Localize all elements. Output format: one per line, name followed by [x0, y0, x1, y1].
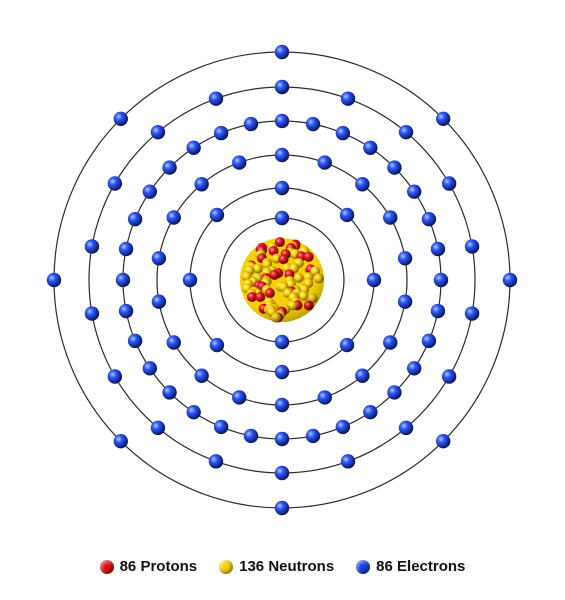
electron: [336, 420, 350, 434]
electron: [422, 334, 436, 348]
legend-label-electrons: 86 Electrons: [376, 558, 465, 575]
electron: [355, 177, 369, 191]
electron: [275, 80, 289, 94]
legend-label-neutrons: 136 Neutrons: [239, 558, 334, 575]
legend-item-neutrons: 136 Neutrons: [219, 558, 334, 575]
electron: [275, 335, 289, 349]
electron: [152, 295, 166, 309]
electron: [398, 295, 412, 309]
atom-svg: [0, 0, 565, 600]
electron: [336, 126, 350, 140]
electron: [119, 304, 133, 318]
electron: [183, 273, 197, 287]
legend-item-protons: 86 Protons: [100, 558, 198, 575]
electron: [186, 141, 200, 155]
electron: [442, 176, 456, 190]
electron: [108, 369, 122, 383]
electron-icon: [356, 560, 370, 574]
electron: [465, 239, 479, 253]
electron: [442, 369, 456, 383]
electron: [167, 210, 181, 224]
legend: 86 Protons 136 Neutrons 86 Electrons: [0, 558, 565, 575]
electron: [186, 405, 200, 419]
electron: [85, 239, 99, 253]
electron: [143, 361, 157, 375]
electron: [340, 208, 354, 222]
electron: [275, 45, 289, 59]
electron: [85, 306, 99, 320]
electron: [275, 466, 289, 480]
electron: [244, 429, 258, 443]
electron: [162, 160, 176, 174]
legend-item-electrons: 86 Electrons: [356, 558, 465, 575]
neutron-icon: [219, 560, 233, 574]
electron: [114, 112, 128, 126]
electron: [341, 454, 355, 468]
electron: [387, 160, 401, 174]
electron: [275, 148, 289, 162]
electron: [503, 273, 517, 287]
electron: [167, 335, 181, 349]
electron: [363, 405, 377, 419]
electron: [232, 155, 246, 169]
electron: [151, 421, 165, 435]
electron: [275, 398, 289, 412]
electron: [194, 177, 208, 191]
electron: [436, 112, 450, 126]
electron: [47, 273, 61, 287]
electron: [387, 385, 401, 399]
electron: [275, 501, 289, 515]
electron: [275, 181, 289, 195]
electron: [318, 390, 332, 404]
electron: [152, 251, 166, 265]
electron: [244, 117, 258, 131]
electron: [232, 390, 246, 404]
atom-diagram: 86 Protons 136 Neutrons 86 Electrons: [0, 0, 565, 600]
electron: [275, 365, 289, 379]
electron: [383, 210, 397, 224]
electron: [318, 155, 332, 169]
electron: [210, 338, 224, 352]
electron: [340, 338, 354, 352]
electron: [116, 273, 130, 287]
electron: [407, 184, 421, 198]
electron: [367, 273, 381, 287]
electron: [363, 141, 377, 155]
electron: [275, 432, 289, 446]
electron: [194, 369, 208, 383]
electron: [143, 184, 157, 198]
electron: [275, 114, 289, 128]
electron: [341, 91, 355, 105]
electron: [399, 421, 413, 435]
electron: [431, 304, 445, 318]
electron: [210, 208, 224, 222]
electron: [306, 117, 320, 131]
legend-label-protons: 86 Protons: [120, 558, 198, 575]
electron: [465, 306, 479, 320]
electron: [407, 361, 421, 375]
electron: [355, 369, 369, 383]
electron: [436, 434, 450, 448]
electron: [431, 242, 445, 256]
electron: [306, 429, 320, 443]
electron: [108, 176, 122, 190]
nucleus: [240, 237, 324, 323]
electron: [399, 125, 413, 139]
electron: [275, 211, 289, 225]
electron: [214, 420, 228, 434]
electron: [398, 251, 412, 265]
electron: [151, 125, 165, 139]
electron: [128, 212, 142, 226]
electron: [209, 91, 223, 105]
electron: [114, 434, 128, 448]
proton-icon: [100, 560, 114, 574]
electron: [422, 212, 436, 226]
electron: [119, 242, 133, 256]
electron: [209, 454, 223, 468]
electron: [214, 126, 228, 140]
electron: [383, 335, 397, 349]
electron: [434, 273, 448, 287]
electron: [128, 334, 142, 348]
electron: [162, 385, 176, 399]
